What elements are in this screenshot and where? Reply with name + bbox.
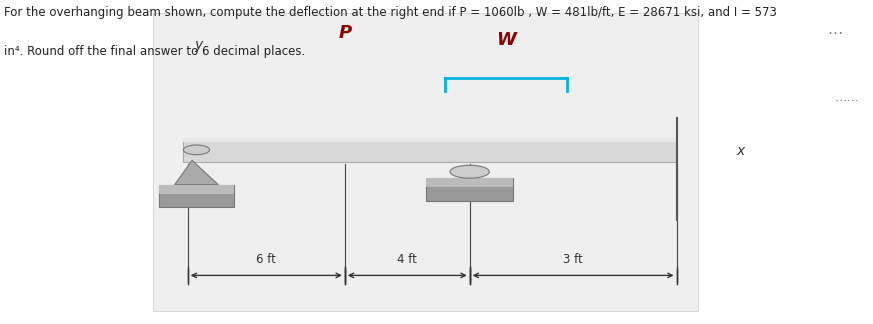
Bar bbox=[426, 178, 513, 187]
Bar bbox=[183, 138, 677, 162]
Text: x: x bbox=[736, 144, 744, 158]
Bar bbox=[426, 178, 513, 201]
Text: ……: …… bbox=[835, 91, 860, 104]
Text: 6 ft: 6 ft bbox=[257, 253, 276, 266]
Text: For the overhanging beam shown, compute the deflection at the right end if P = 1: For the overhanging beam shown, compute … bbox=[4, 6, 777, 19]
Bar bbox=[159, 185, 233, 194]
Bar bbox=[159, 185, 233, 207]
Bar bbox=[183, 138, 677, 142]
Text: 4 ft: 4 ft bbox=[397, 253, 417, 266]
Circle shape bbox=[183, 145, 210, 155]
Ellipse shape bbox=[450, 165, 489, 178]
Text: y: y bbox=[194, 38, 203, 52]
Text: W: W bbox=[497, 30, 516, 49]
Polygon shape bbox=[175, 160, 218, 185]
Bar bbox=[153, 13, 698, 311]
Text: P: P bbox=[338, 24, 352, 42]
Text: 3 ft: 3 ft bbox=[563, 253, 583, 266]
Text: ⋯: ⋯ bbox=[828, 26, 842, 41]
Text: in⁴. Round off the final answer to 6 decimal places.: in⁴. Round off the final answer to 6 dec… bbox=[4, 45, 306, 58]
